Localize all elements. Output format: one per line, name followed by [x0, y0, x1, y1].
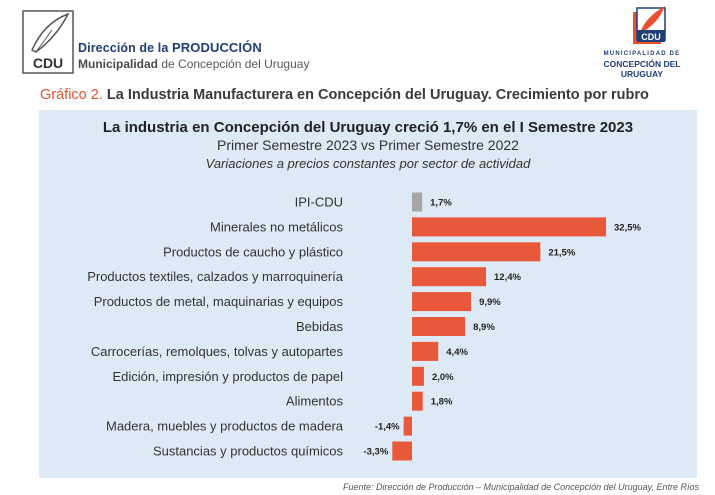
- value-label-5: 8,9%: [473, 322, 495, 333]
- muni-strong: Municipalidad: [78, 57, 159, 71]
- value-label-9: -1,4%: [375, 422, 400, 433]
- municipality-line: Municipalidad de Concepción del Uruguay: [78, 57, 309, 71]
- value-label-8: 1,8%: [431, 397, 453, 408]
- bar-3: [412, 267, 487, 287]
- chart-title: La industria en Concepción del Uruguay c…: [102, 119, 634, 136]
- value-label-10: -3,3%: [363, 447, 388, 458]
- municipality-small-label: MUNICIPALIDAD DE: [603, 51, 681, 57]
- cdu-logo-text: CDU: [33, 55, 63, 71]
- chart-note: Variaciones a precios constantes por sec…: [205, 156, 531, 171]
- category-label-4: Productos de metal, maquinarias y equipo…: [94, 294, 344, 309]
- category-label-1: Minerales no metálicos: [210, 219, 343, 234]
- municipality-big-label: CONCEPCIÓN DEL URUGUAY: [603, 59, 681, 79]
- figure-title: Gráfico 2. La Industria Manufacturera en…: [40, 87, 649, 103]
- category-label-9: Madera, muebles y productos de madera: [106, 419, 344, 434]
- dept-prefix: Dirección de la: [78, 41, 172, 55]
- bar-chart: IPI-CDU 1,7% Minerales no metálicos 32,5% Pr…: [87, 192, 642, 461]
- department-line: Dirección de la PRODUCCIÓN: [78, 40, 309, 55]
- category-label-3: Productos textiles, calzados y marroquin…: [87, 269, 344, 284]
- source-note: Fuente: Dirección de Producción – Munici…: [342, 482, 699, 492]
- category-label-7: Edición, impresión y productos de papel: [112, 369, 343, 384]
- value-label-0: 1,7%: [430, 198, 452, 209]
- bar-6: [412, 341, 439, 361]
- muni-rest: de Concepción del Uruguay: [158, 57, 310, 71]
- chart-subtitle: Primer Semestre 2023 vs Primer Semestre …: [217, 137, 519, 153]
- category-label-0: IPI-CDU: [295, 195, 343, 210]
- category-label-2: Productos de caucho y plástico: [163, 244, 343, 259]
- bar-1: [412, 217, 607, 237]
- bar-5: [412, 317, 466, 336]
- header-left: CDU Dirección de la PRODUCCIÓN Municipal…: [10, 10, 320, 74]
- cdu-logo-text-right: CDU: [641, 32, 661, 42]
- figure-title-text: La Industria Manufacturera en Concepción…: [106, 87, 649, 103]
- value-label-4: 9,9%: [479, 297, 501, 308]
- bar-9: [403, 416, 412, 436]
- bar-2: [412, 242, 541, 262]
- figure-number: Gráfico 2.: [40, 87, 103, 103]
- category-label-6: Carrocerías, remolques, tolvas y autopar…: [91, 344, 344, 359]
- cdu-color-logo: CDU: [633, 6, 666, 44]
- chart-panel: La industria en Concepción del Uruguay c…: [39, 110, 697, 478]
- bar-8: [412, 391, 423, 411]
- category-label-10: Sustancias y productos químicos: [153, 444, 344, 459]
- value-label-2: 21,5%: [548, 247, 575, 258]
- department-text: Dirección de la PRODUCCIÓN Municipalidad…: [78, 40, 309, 71]
- bar-4: [412, 292, 472, 312]
- cdu-quill-logo: CDU: [22, 10, 74, 74]
- value-label-6: 4,4%: [446, 347, 468, 358]
- category-label-5: Bebidas: [296, 319, 343, 334]
- bar-0: [412, 192, 423, 212]
- category-label-8: Alimentos: [286, 394, 344, 409]
- value-label-3: 12,4%: [494, 272, 521, 283]
- value-label-1: 32,5%: [614, 222, 641, 233]
- dept-strong: PRODUCCIÓN: [172, 40, 262, 55]
- header-right: CDU MUNICIPALIDAD DE CONCEPCIÓN DEL URUG…: [587, 4, 697, 79]
- bar-10: [392, 441, 412, 461]
- value-label-7: 2,0%: [432, 372, 454, 383]
- bar-7: [412, 366, 424, 386]
